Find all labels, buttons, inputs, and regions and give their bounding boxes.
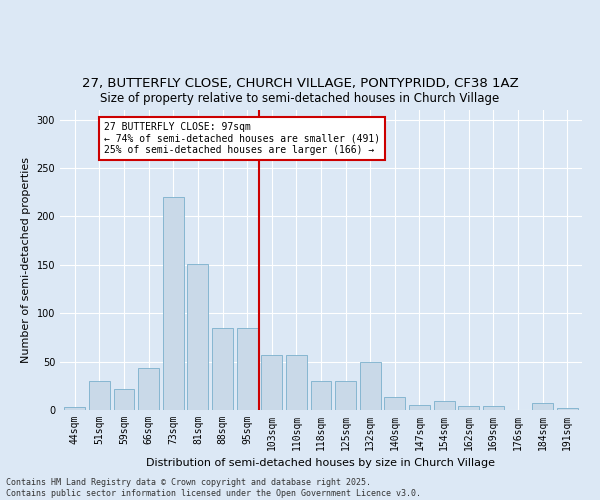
Bar xyxy=(483,406,504,410)
Text: Contains HM Land Registry data © Crown copyright and database right 2025.
Contai: Contains HM Land Registry data © Crown c… xyxy=(6,478,421,498)
Bar xyxy=(311,381,331,410)
Bar xyxy=(434,402,455,410)
Bar xyxy=(113,388,134,410)
Bar xyxy=(187,264,208,410)
Bar xyxy=(212,328,233,410)
Bar xyxy=(557,408,578,410)
Bar xyxy=(138,368,159,410)
Bar xyxy=(409,405,430,410)
Bar xyxy=(64,407,85,410)
X-axis label: Distribution of semi-detached houses by size in Church Village: Distribution of semi-detached houses by … xyxy=(146,458,496,468)
Text: Size of property relative to semi-detached houses in Church Village: Size of property relative to semi-detach… xyxy=(100,92,500,105)
Bar xyxy=(261,355,282,410)
Bar xyxy=(335,381,356,410)
Bar xyxy=(360,362,381,410)
Bar xyxy=(458,406,479,410)
Bar xyxy=(89,381,110,410)
Bar xyxy=(163,197,184,410)
Bar xyxy=(236,328,257,410)
Bar xyxy=(532,403,553,410)
Y-axis label: Number of semi-detached properties: Number of semi-detached properties xyxy=(21,157,31,363)
Text: 27 BUTTERFLY CLOSE: 97sqm
← 74% of semi-detached houses are smaller (491)
25% of: 27 BUTTERFLY CLOSE: 97sqm ← 74% of semi-… xyxy=(104,122,380,155)
Bar xyxy=(286,355,307,410)
Bar xyxy=(385,398,406,410)
Text: 27, BUTTERFLY CLOSE, CHURCH VILLAGE, PONTYPRIDD, CF38 1AZ: 27, BUTTERFLY CLOSE, CHURCH VILLAGE, PON… xyxy=(82,77,518,90)
